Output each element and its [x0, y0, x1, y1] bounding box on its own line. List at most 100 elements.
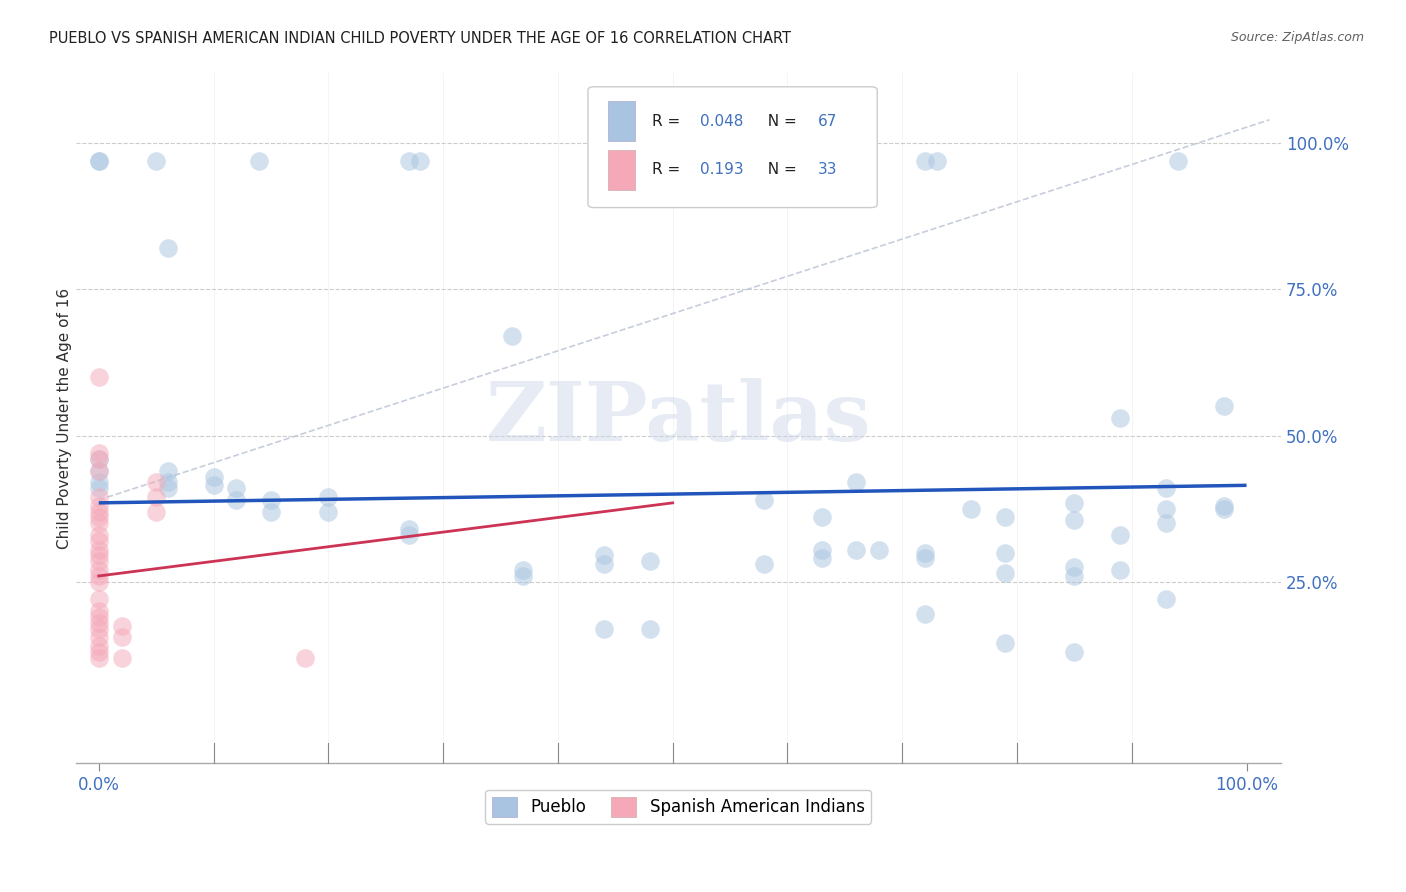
Point — [87, 639, 110, 653]
Point — [87, 446, 110, 460]
Point — [145, 490, 167, 504]
Point — [87, 510, 110, 524]
Point — [145, 505, 167, 519]
Point — [1109, 528, 1132, 542]
Point — [87, 645, 110, 659]
Point — [638, 622, 661, 636]
Point — [294, 651, 316, 665]
Point — [1063, 496, 1085, 510]
Point — [994, 510, 1017, 524]
Point — [1063, 513, 1085, 527]
Point — [145, 475, 167, 490]
Point — [925, 153, 948, 168]
Text: 33: 33 — [818, 162, 838, 178]
Point — [87, 481, 110, 495]
Point — [87, 464, 110, 478]
Point — [156, 481, 179, 495]
Point — [87, 610, 110, 624]
Point — [914, 551, 936, 566]
Point — [260, 492, 283, 507]
FancyBboxPatch shape — [609, 102, 636, 141]
Point — [1154, 592, 1177, 607]
Point — [638, 554, 661, 568]
Point — [1212, 501, 1234, 516]
Point — [87, 452, 110, 467]
Point — [811, 542, 834, 557]
Point — [1212, 499, 1234, 513]
Point — [156, 242, 179, 256]
Text: N =: N = — [758, 162, 801, 178]
Point — [994, 566, 1017, 580]
Point — [87, 615, 110, 630]
Text: R =: R = — [652, 114, 685, 128]
Point — [87, 569, 110, 583]
Point — [1063, 560, 1085, 574]
Point — [409, 153, 432, 168]
Point — [845, 542, 868, 557]
Point — [318, 505, 340, 519]
Point — [994, 636, 1017, 650]
Text: ZIPatlas: ZIPatlas — [485, 378, 872, 458]
Point — [87, 604, 110, 618]
Point — [87, 516, 110, 531]
Point — [87, 475, 110, 490]
Text: R =: R = — [652, 162, 690, 178]
Point — [994, 545, 1017, 559]
Point — [398, 522, 420, 536]
Point — [156, 475, 179, 490]
Point — [914, 607, 936, 621]
Point — [87, 563, 110, 577]
Point — [202, 478, 225, 492]
Point — [87, 490, 110, 504]
Point — [111, 631, 134, 645]
Point — [592, 153, 614, 168]
Point — [845, 475, 868, 490]
Point — [1154, 481, 1177, 495]
Point — [87, 505, 110, 519]
Point — [202, 469, 225, 483]
Legend: Pueblo, Spanish American Indians: Pueblo, Spanish American Indians — [485, 790, 872, 824]
Point — [87, 622, 110, 636]
Point — [87, 499, 110, 513]
Y-axis label: Child Poverty Under the Age of 16: Child Poverty Under the Age of 16 — [58, 287, 72, 549]
Point — [592, 549, 614, 563]
Point — [87, 631, 110, 645]
Point — [87, 554, 110, 568]
Point — [1063, 645, 1085, 659]
Point — [754, 558, 776, 572]
Point — [318, 490, 340, 504]
FancyBboxPatch shape — [588, 87, 877, 208]
Point — [1109, 563, 1132, 577]
Point — [87, 651, 110, 665]
Point — [225, 492, 247, 507]
Point — [811, 551, 834, 566]
Point — [960, 501, 983, 516]
Point — [225, 481, 247, 495]
Point — [811, 510, 834, 524]
Point — [87, 592, 110, 607]
Point — [87, 464, 110, 478]
Point — [754, 492, 776, 507]
Point — [398, 153, 420, 168]
Point — [914, 545, 936, 559]
Point — [1154, 516, 1177, 531]
Point — [87, 153, 110, 168]
Text: 67: 67 — [818, 114, 838, 128]
Text: PUEBLO VS SPANISH AMERICAN INDIAN CHILD POVERTY UNDER THE AGE OF 16 CORRELATION : PUEBLO VS SPANISH AMERICAN INDIAN CHILD … — [49, 31, 792, 46]
Point — [87, 370, 110, 384]
Point — [87, 153, 110, 168]
Point — [1154, 501, 1177, 516]
Text: 0.048: 0.048 — [700, 114, 744, 128]
Point — [914, 153, 936, 168]
Point — [1109, 411, 1132, 425]
Point — [260, 505, 283, 519]
FancyBboxPatch shape — [609, 150, 636, 190]
Point — [868, 542, 890, 557]
Point — [638, 153, 661, 168]
Point — [87, 542, 110, 557]
Point — [1063, 569, 1085, 583]
Text: N =: N = — [758, 114, 801, 128]
Point — [111, 618, 134, 632]
Point — [87, 549, 110, 563]
Point — [1212, 400, 1234, 414]
